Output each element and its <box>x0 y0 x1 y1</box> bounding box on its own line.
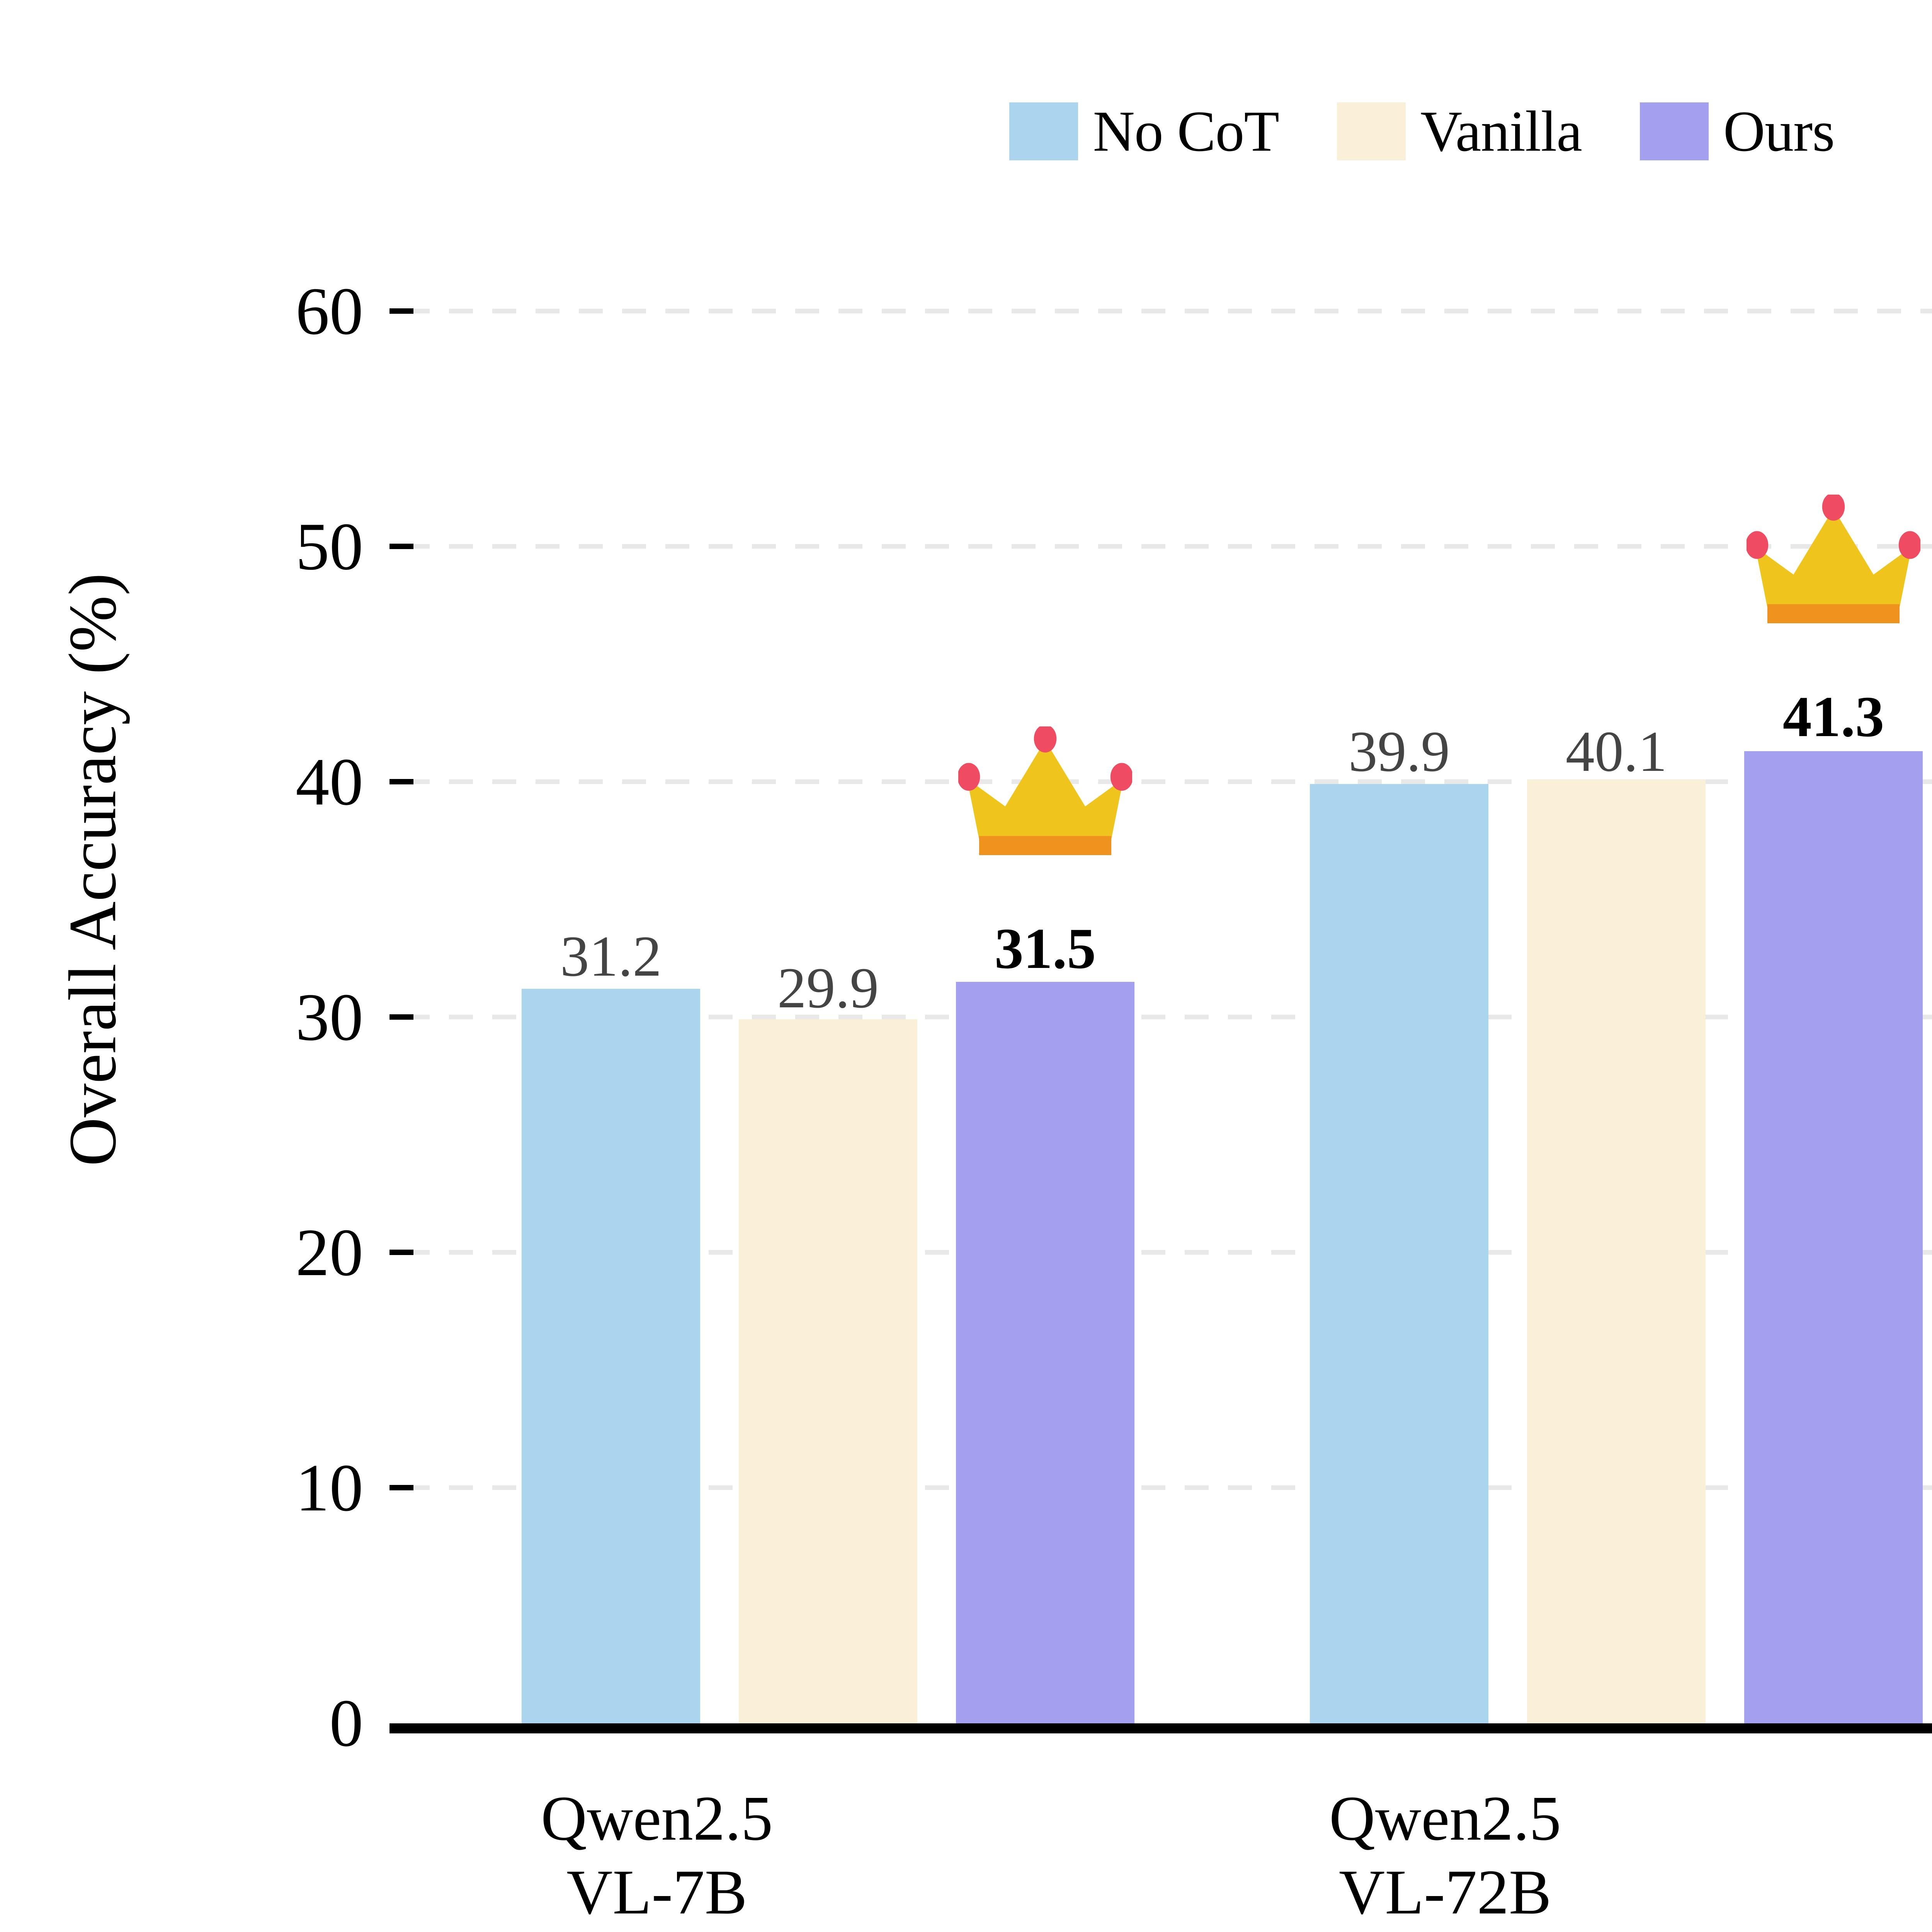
value-label-qwen7b-vanilla: 29.9 <box>777 956 879 1020</box>
legend-swatch-vanilla <box>1337 102 1406 160</box>
value-label-qwen72b-vanilla: 40.1 <box>1565 719 1667 784</box>
y-tick-label-20: 20 <box>296 1215 363 1290</box>
y-tick-label-60: 60 <box>296 274 363 349</box>
y-tick-label-10: 10 <box>296 1450 363 1525</box>
y-tick-mark-50 <box>389 544 413 549</box>
crown-icon-qwen7b <box>958 726 1132 855</box>
value-label-qwen7b-ours: 31.5 <box>994 917 1096 981</box>
x-axis-baseline <box>389 1723 1932 1733</box>
y-tick-mark-30 <box>389 1014 413 1020</box>
bar-qwen72b-ours[interactable] <box>1744 751 1923 1723</box>
y-tick-mark-60 <box>389 308 413 314</box>
bar-qwen72b-vanilla[interactable] <box>1527 779 1706 1723</box>
legend-swatch-no-cot <box>1009 102 1078 160</box>
x-tick-label-qwen7b: Qwen2.5 VL-7B <box>464 1781 850 1929</box>
value-label-qwen7b-no-cot: 31.2 <box>560 924 662 988</box>
x-tick-label-qwen72b: Qwen2.5 VL-72B <box>1252 1781 1638 1929</box>
legend-item-vanilla[interactable]: Vanilla <box>1337 102 1582 160</box>
legend-label-no-cot: No CoT <box>1093 99 1279 163</box>
gridline-60 <box>406 309 1932 313</box>
y-tick-mark-10 <box>389 1485 413 1490</box>
x-tick-label-qwen7b-line1: Qwen2.5 <box>541 1783 773 1854</box>
bar-qwen7b-ours[interactable] <box>956 982 1134 1723</box>
bar-qwen7b-vanilla[interactable] <box>739 1019 917 1723</box>
legend-label-vanilla: Vanilla <box>1420 99 1582 163</box>
value-label-qwen72b-ours: 41.3 <box>1782 685 1884 749</box>
y-axis-title-text: Overall Accuracy (%) <box>55 573 130 1166</box>
x-tick-label-qwen7b-line2: VL-7B <box>566 1857 747 1928</box>
y-tick-label-0: 0 <box>329 1685 364 1760</box>
bar-qwen72b-no-cot[interactable] <box>1310 784 1488 1723</box>
x-tick-label-qwen72b-line1: Qwen2.5 <box>1329 1783 1561 1854</box>
y-tick-mark-40 <box>389 779 413 784</box>
bar-qwen7b-no-cot[interactable] <box>522 989 700 1723</box>
gridline-50 <box>406 544 1932 549</box>
chart-legend: No CoT Vanilla Ours <box>0 89 1932 174</box>
y-tick-label-40: 40 <box>296 744 363 819</box>
x-tick-label-qwen72b-line2: VL-72B <box>1339 1857 1551 1928</box>
plot-area: 31.2 29.9 31.5 39.9 40.1 41.3 46.7 4 <box>389 270 1932 1733</box>
legend-swatch-ours <box>1639 102 1709 160</box>
legend-label-ours: Ours <box>1723 99 1835 163</box>
legend-item-ours[interactable]: Ours <box>1639 99 1835 163</box>
legend-item-no-cot[interactable]: No CoT <box>1009 102 1279 160</box>
crown-icon-qwen72b <box>1747 495 1920 623</box>
y-tick-label-50: 50 <box>296 509 363 584</box>
y-tick-mark-20 <box>389 1250 413 1255</box>
value-label-qwen72b-no-cot: 39.9 <box>1348 719 1450 784</box>
y-tick-label-30: 30 <box>296 980 363 1054</box>
